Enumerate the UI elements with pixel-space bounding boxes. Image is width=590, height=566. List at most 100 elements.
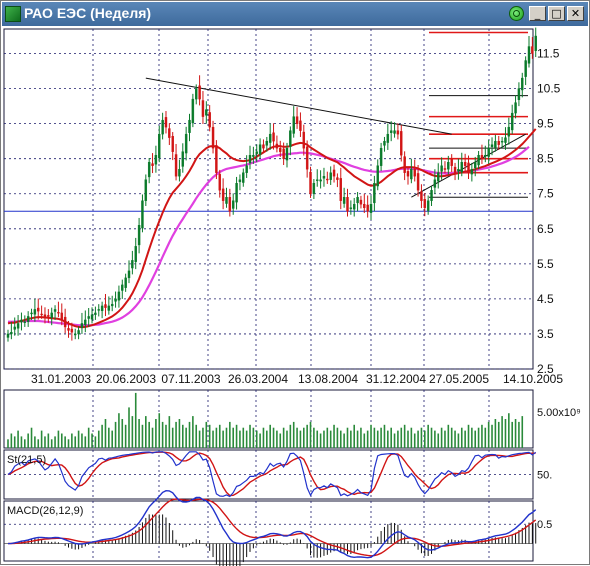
candle-body [181,151,185,167]
candle-body [342,197,346,204]
candle-body [279,147,282,152]
candle-body [151,163,154,166]
candle-body [467,162,470,173]
app-icon [5,6,21,22]
candle-body [191,98,195,124]
macd-y-tick: 0.5 [537,519,552,531]
candle-body [60,312,63,321]
candle-body [440,165,443,172]
candle-body [413,169,416,177]
candle-body [121,284,124,291]
candle-body [221,188,225,201]
candle-body [383,140,386,146]
volume-y-label: 5.00x10⁹ [537,407,581,419]
x-tick-label: 13.08.2004 [298,372,358,386]
candle-body [127,270,131,279]
volume-plot-area [3,389,534,449]
close-button[interactable]: ✕ [567,6,584,21]
x-tick-label: 26.03.2004 [228,372,288,386]
candle-body [521,77,524,91]
candle-body [474,161,477,169]
y-tick-label: 10.5 [537,82,561,96]
candle-body [460,161,463,173]
macd-line [7,489,537,559]
candle-body [20,319,23,323]
candle-body [450,159,453,166]
status-indicator-icon[interactable] [509,6,524,21]
candle-body [87,316,90,319]
x-tick-label: 14.10.2005 [503,372,563,386]
candle-body [117,291,121,301]
candle-body [201,100,205,117]
candle-body [77,330,80,335]
x-tick-label: 31.12.2004 [366,372,426,386]
candle-body [245,165,248,173]
candle-body [309,171,312,194]
candle-body [137,225,141,246]
candle-body [90,314,94,320]
candle-body [262,144,265,149]
candle-body [369,204,373,213]
candle-body [400,131,403,156]
candle-body [70,328,74,333]
candle-body [13,326,16,330]
candle-body [373,183,376,204]
candle-body [16,323,20,329]
stoch-k-line [7,451,537,498]
candle-body [265,140,269,146]
stoch-d-line [7,451,536,497]
stoch-y-tick: 50. [537,470,552,482]
candle-body [171,136,174,152]
candle-body [97,309,100,311]
candle-body [316,179,319,181]
candle-body [100,305,104,312]
candle-body [235,183,238,203]
macd-label: MACD(26,12,9) [7,505,83,517]
title-bar[interactable]: РАО ЕЭС (Неделя) _ □ ✕ [2,2,588,26]
candle-body [406,171,410,177]
candle-body [134,246,137,262]
y-tick-label: 2.5 [537,362,554,376]
candle-body [144,179,148,201]
macd-panel: MACD(26,12,9) 0.5 [3,489,552,566]
candle-body [272,132,275,142]
candle-body [63,316,67,328]
candle-body [50,312,53,319]
ma-fast-line [7,128,537,329]
candle-body [433,179,437,188]
candle-body [305,146,309,170]
stochastic-panel: St(21,5) 50. [3,449,552,500]
candle-body [242,172,245,183]
candle-body [420,191,423,201]
candle-body [352,204,356,210]
candle-body [47,315,50,317]
candle-body [131,260,134,269]
candle-body [43,314,47,319]
candle-body [366,204,369,212]
candle-body [507,126,511,137]
candle-body [178,169,181,177]
candle-body [282,148,285,159]
candle-body [527,46,531,64]
candle-body [53,309,57,312]
minimize-button[interactable]: _ [529,6,546,21]
candle-body [524,60,527,77]
candle-body [228,197,232,212]
candle-body [30,312,33,315]
candle-body [494,140,497,148]
window-title: РАО ЕЭС (Неделя) [24,5,152,21]
candle-body [437,172,440,182]
candle-body [275,143,279,149]
candle-body [23,321,27,323]
candle-body [147,161,151,178]
candle-body [164,117,168,128]
candle-body [393,130,396,134]
candle-body [215,145,218,173]
candle-body [208,112,211,128]
candle-body [457,169,460,172]
maximize-button[interactable]: □ [548,6,565,21]
y-tick-label: 6.5 [537,222,554,236]
candle-body [292,116,295,134]
candle-body [329,172,332,180]
candle-body [312,183,316,194]
